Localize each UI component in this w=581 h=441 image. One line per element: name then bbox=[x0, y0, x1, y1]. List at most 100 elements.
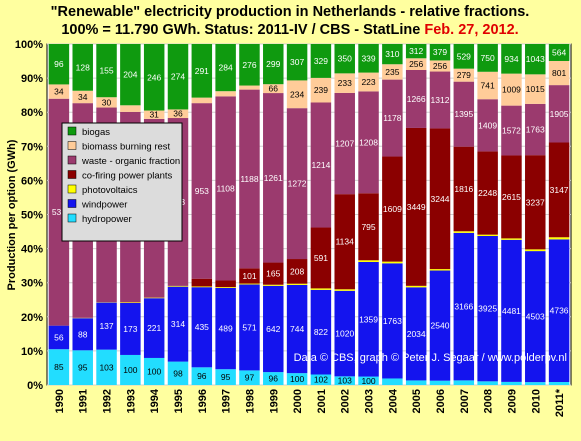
bar-segment-co-firing-power-plants bbox=[477, 151, 498, 235]
bar-segment-windpower bbox=[239, 284, 260, 371]
data-label: 1207 bbox=[335, 139, 354, 149]
bar-segment-waste-organic-fraction bbox=[215, 96, 236, 281]
bar-segment-co-firing-power-plants bbox=[334, 194, 355, 290]
data-label: 1409 bbox=[478, 120, 497, 130]
x-tick-label: 2006 bbox=[435, 389, 447, 413]
bar-segment-hydropower bbox=[358, 376, 379, 385]
data-label: 564 bbox=[552, 47, 566, 57]
bar-segment-photovoltaics bbox=[120, 302, 141, 303]
legend-entry: waste - organic fraction bbox=[81, 156, 180, 167]
bar-segment-biomass-burning-rest bbox=[429, 60, 451, 72]
bar-segment-hydropower bbox=[143, 357, 165, 385]
bar-segment-photovoltaics bbox=[382, 261, 403, 264]
data-label: 1178 bbox=[383, 113, 402, 123]
data-label: 1763 bbox=[526, 125, 545, 135]
bar-segment-photovoltaics bbox=[525, 249, 546, 252]
bar-segment-biomass-burning-rest bbox=[525, 74, 546, 104]
bar-segment-biomass-burning-rest bbox=[48, 84, 70, 99]
legend-swatch bbox=[67, 199, 77, 208]
bar-segment-co-firing-power-plants bbox=[239, 268, 260, 284]
legend-swatch bbox=[67, 170, 77, 179]
bar-segment-biomass-burning-rest bbox=[191, 97, 213, 104]
chart-credit: Data © CBS, graph © Peter J. Segaar / ww… bbox=[294, 352, 567, 364]
bar-segment-photovoltaics bbox=[263, 284, 284, 286]
data-label: 1395 bbox=[454, 109, 473, 119]
bar-segment-co-firing-power-plants bbox=[310, 227, 332, 289]
data-label: 1266 bbox=[407, 94, 426, 104]
data-label: 329 bbox=[314, 56, 328, 66]
x-tick-label: 2004 bbox=[387, 388, 399, 413]
y-tick-label: 100% bbox=[15, 39, 43, 51]
bar-segment-photovoltaics bbox=[477, 234, 498, 236]
bar-segment-hydropower bbox=[263, 372, 284, 385]
legend-swatch bbox=[67, 126, 77, 136]
bar-segment-hydropower bbox=[405, 380, 427, 385]
data-label: 85 bbox=[54, 362, 64, 372]
bar-segment-waste-organic-fraction bbox=[382, 79, 403, 157]
data-label: 284 bbox=[219, 63, 233, 73]
bar-segment-windpower bbox=[310, 289, 332, 375]
bar-segment-biogas bbox=[286, 44, 308, 81]
bar-segment-biogas bbox=[382, 44, 403, 65]
bar-segment-windpower bbox=[501, 239, 522, 382]
bar-segment-windpower bbox=[96, 302, 117, 350]
data-label: 307 bbox=[290, 57, 304, 67]
data-label: 3147 bbox=[550, 185, 569, 195]
bar-segment-waste-organic-fraction bbox=[501, 105, 522, 156]
bar-segment-windpower bbox=[167, 286, 189, 362]
data-label: 1134 bbox=[336, 237, 355, 247]
bar-segment-co-firing-power-plants bbox=[405, 127, 427, 286]
bar-segment-windpower bbox=[48, 325, 70, 350]
bar-segment-biomass-burning-rest bbox=[120, 105, 141, 112]
bar-segment-co-firing-power-plants bbox=[501, 155, 522, 239]
bar-segment-waste-organic-fraction bbox=[525, 103, 546, 156]
data-label: 88 bbox=[78, 329, 88, 339]
data-label: 1905 bbox=[550, 109, 569, 119]
data-label: 103 bbox=[99, 362, 113, 372]
x-tick-label: 2008 bbox=[483, 389, 495, 413]
bar-segment-photovoltaics bbox=[215, 287, 236, 288]
bar-segment-biogas bbox=[334, 44, 355, 74]
x-tick-label: 1993 bbox=[125, 389, 137, 413]
bar-segment-biomass-burning-rest bbox=[358, 72, 379, 92]
data-label: 34 bbox=[54, 87, 64, 97]
data-label: 103 bbox=[338, 376, 352, 386]
bar-segment-biogas bbox=[358, 44, 379, 73]
data-label: 95 bbox=[221, 372, 231, 382]
bar-segment-waste-organic-fraction bbox=[191, 103, 213, 279]
bar-segment-co-firing-power-plants bbox=[263, 262, 284, 285]
bar-segment-waste-organic-fraction bbox=[263, 93, 284, 263]
bar-segment-waste-organic-fraction bbox=[310, 102, 332, 228]
bar-segment-co-firing-power-plants bbox=[548, 142, 570, 238]
data-label: 379 bbox=[433, 47, 447, 57]
data-label: 2615 bbox=[502, 192, 521, 202]
y-tick-label: 70% bbox=[21, 141, 43, 153]
legend-entry: co-firing power plants bbox=[82, 171, 173, 182]
y-tick-label: 40% bbox=[21, 244, 43, 256]
data-label: 1261 bbox=[264, 173, 283, 183]
bar-segment-biogas bbox=[215, 44, 236, 92]
data-label: 56 bbox=[54, 332, 64, 342]
bar-segment-waste-organic-fraction bbox=[286, 108, 308, 260]
bar-segment-hydropower bbox=[120, 354, 141, 385]
data-label: 1208 bbox=[359, 137, 378, 147]
data-label: 246 bbox=[147, 72, 161, 82]
data-label: 529 bbox=[457, 51, 471, 61]
data-label: 3925 bbox=[478, 304, 497, 314]
chart-title-date: Feb. 27, 2012. bbox=[424, 22, 518, 38]
bar-segment-biogas bbox=[453, 44, 475, 69]
data-label: 339 bbox=[361, 53, 375, 63]
bar-segment-photovoltaics bbox=[167, 285, 189, 287]
bar-segment-photovoltaics bbox=[239, 283, 260, 285]
y-tick-label: 80% bbox=[21, 107, 43, 119]
data-label: 1108 bbox=[216, 183, 235, 193]
bar-segment-biogas bbox=[310, 44, 332, 78]
data-label: 3166 bbox=[454, 302, 473, 312]
data-label: 96 bbox=[269, 374, 279, 384]
legend-swatch bbox=[67, 155, 77, 165]
bar-segment-biomass-burning-rest bbox=[405, 58, 427, 71]
data-label: 4503 bbox=[526, 312, 545, 322]
bar-segment-photovoltaics bbox=[310, 288, 332, 290]
legend-entry: windpower bbox=[81, 200, 127, 211]
